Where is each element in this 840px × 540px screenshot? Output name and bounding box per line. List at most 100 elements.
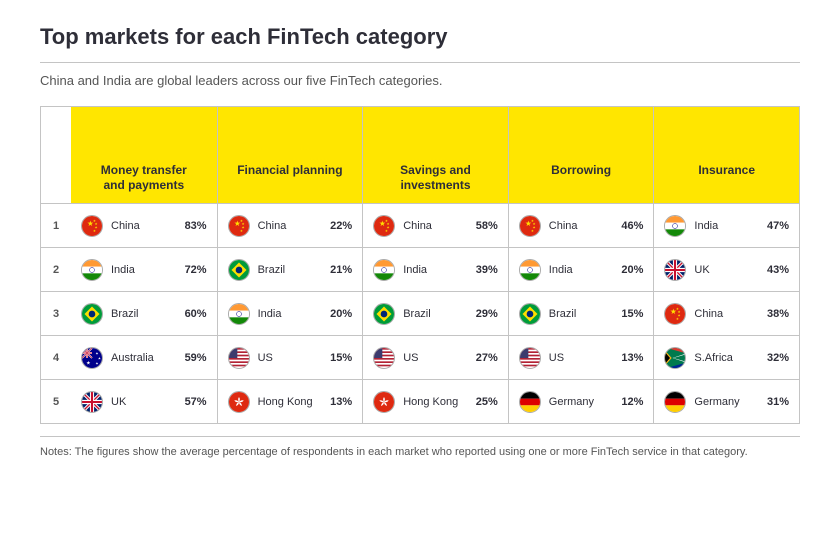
country-name: Brazil bbox=[403, 308, 468, 320]
country-name: Hong Kong bbox=[403, 396, 468, 408]
flag-in-icon bbox=[373, 259, 395, 281]
table-cell: China22% bbox=[217, 203, 363, 247]
percentage-value: 29% bbox=[476, 308, 498, 320]
country-name: UK bbox=[111, 396, 177, 408]
country-name: US bbox=[403, 352, 468, 364]
notes-text: The figures show the average percentage … bbox=[75, 446, 748, 458]
flag-in-icon bbox=[228, 303, 250, 325]
category-header: Insurance bbox=[653, 106, 799, 203]
table-cell: US 15% bbox=[217, 335, 363, 379]
country-name: China bbox=[549, 220, 614, 232]
flag-au-icon bbox=[81, 347, 103, 369]
table-cell: Brazil15% bbox=[508, 291, 654, 335]
table-cell: China38% bbox=[653, 291, 799, 335]
table-cell: Australia 59% bbox=[71, 335, 217, 379]
percentage-value: 47% bbox=[767, 220, 789, 232]
notes-label: Notes: bbox=[40, 446, 72, 458]
percentage-value: 57% bbox=[185, 396, 207, 408]
percentage-value: 32% bbox=[767, 352, 789, 364]
country-name: Brazil bbox=[111, 308, 177, 320]
rank-cell: 2 bbox=[41, 247, 71, 291]
table-cell: India 39% bbox=[362, 247, 508, 291]
table-cell: UK 43% bbox=[653, 247, 799, 291]
fintech-table: $Money transfer and paymentsFinancial pl… bbox=[40, 106, 800, 424]
flag-in-icon bbox=[664, 215, 686, 237]
country-name: India bbox=[111, 264, 177, 276]
percentage-value: 83% bbox=[185, 220, 207, 232]
table-cell: Brazil 21% bbox=[217, 247, 363, 291]
country-name: China bbox=[258, 220, 323, 232]
country-name: Brazil bbox=[258, 264, 323, 276]
country-name: India bbox=[549, 264, 614, 276]
flag-hk-icon bbox=[228, 391, 250, 413]
flag-uk-icon bbox=[664, 259, 686, 281]
flag-in-icon bbox=[81, 259, 103, 281]
rank-cell: 3 bbox=[41, 291, 71, 335]
percentage-value: 43% bbox=[767, 264, 789, 276]
percentage-value: 59% bbox=[185, 352, 207, 364]
table-cell: Brazil 29% bbox=[362, 291, 508, 335]
flag-br-icon bbox=[81, 303, 103, 325]
category-label: Money transfer and payments bbox=[89, 163, 199, 193]
table-cell: Hong Kong 13% bbox=[217, 379, 363, 423]
percentage-value: 15% bbox=[330, 352, 352, 364]
country-name: India bbox=[258, 308, 323, 320]
table-cell: India 20% bbox=[508, 247, 654, 291]
table-cell: Hong Kong 25% bbox=[362, 379, 508, 423]
category-header: $Money transfer and payments bbox=[71, 106, 217, 203]
country-name: US bbox=[258, 352, 323, 364]
rank-cell: 4 bbox=[41, 335, 71, 379]
country-name: UK bbox=[694, 264, 759, 276]
percentage-value: 21% bbox=[330, 264, 352, 276]
category-header: £Borrowing bbox=[508, 106, 654, 203]
rank-cell: 1 bbox=[41, 203, 71, 247]
country-name: Australia bbox=[111, 352, 177, 364]
country-name: India bbox=[403, 264, 468, 276]
flag-in-icon bbox=[519, 259, 541, 281]
subtitle: China and India are global leaders acros… bbox=[40, 73, 800, 88]
percentage-value: 27% bbox=[476, 352, 498, 364]
country-name: Germany bbox=[549, 396, 614, 408]
country-name: Hong Kong bbox=[258, 396, 323, 408]
country-name: China bbox=[403, 220, 468, 232]
category-label: Insurance bbox=[698, 163, 755, 178]
table-cell: India47% bbox=[653, 203, 799, 247]
percentage-value: 25% bbox=[476, 396, 498, 408]
table-cell: UK 57% bbox=[71, 379, 217, 423]
flag-cn-icon bbox=[228, 215, 250, 237]
flag-cn-icon bbox=[81, 215, 103, 237]
page-title: Top markets for each FinTech category bbox=[40, 24, 800, 62]
divider bbox=[40, 62, 800, 63]
table-cell: US 27% bbox=[362, 335, 508, 379]
flag-us-icon bbox=[373, 347, 395, 369]
flag-hk-icon bbox=[373, 391, 395, 413]
flag-de-icon bbox=[519, 391, 541, 413]
flag-de-icon bbox=[664, 391, 686, 413]
percentage-value: 20% bbox=[621, 264, 643, 276]
table-cell: China 46% bbox=[508, 203, 654, 247]
table-notes: Notes: The figures show the average perc… bbox=[40, 436, 800, 460]
category-label: Borrowing bbox=[551, 163, 611, 178]
category-header: Savings and investments bbox=[362, 106, 508, 203]
flag-za-icon bbox=[664, 347, 686, 369]
table-cell: Germany31% bbox=[653, 379, 799, 423]
flag-br-icon bbox=[373, 303, 395, 325]
percentage-value: 31% bbox=[767, 396, 789, 408]
rank-cell: 5 bbox=[41, 379, 71, 423]
percentage-value: 60% bbox=[185, 308, 207, 320]
percentage-value: 39% bbox=[476, 264, 498, 276]
percentage-value: 46% bbox=[621, 220, 643, 232]
table-cell: China83% bbox=[71, 203, 217, 247]
percentage-value: 38% bbox=[767, 308, 789, 320]
flag-us-icon bbox=[228, 347, 250, 369]
country-name: US bbox=[549, 352, 614, 364]
category-header: Financial planning bbox=[217, 106, 363, 203]
percentage-value: 12% bbox=[621, 396, 643, 408]
table-cell: India20% bbox=[217, 291, 363, 335]
flag-br-icon bbox=[228, 259, 250, 281]
header-spacer bbox=[41, 106, 71, 203]
flag-cn-icon bbox=[519, 215, 541, 237]
percentage-value: 13% bbox=[330, 396, 352, 408]
category-label: Savings and investments bbox=[380, 163, 490, 193]
table-cell: US13% bbox=[508, 335, 654, 379]
